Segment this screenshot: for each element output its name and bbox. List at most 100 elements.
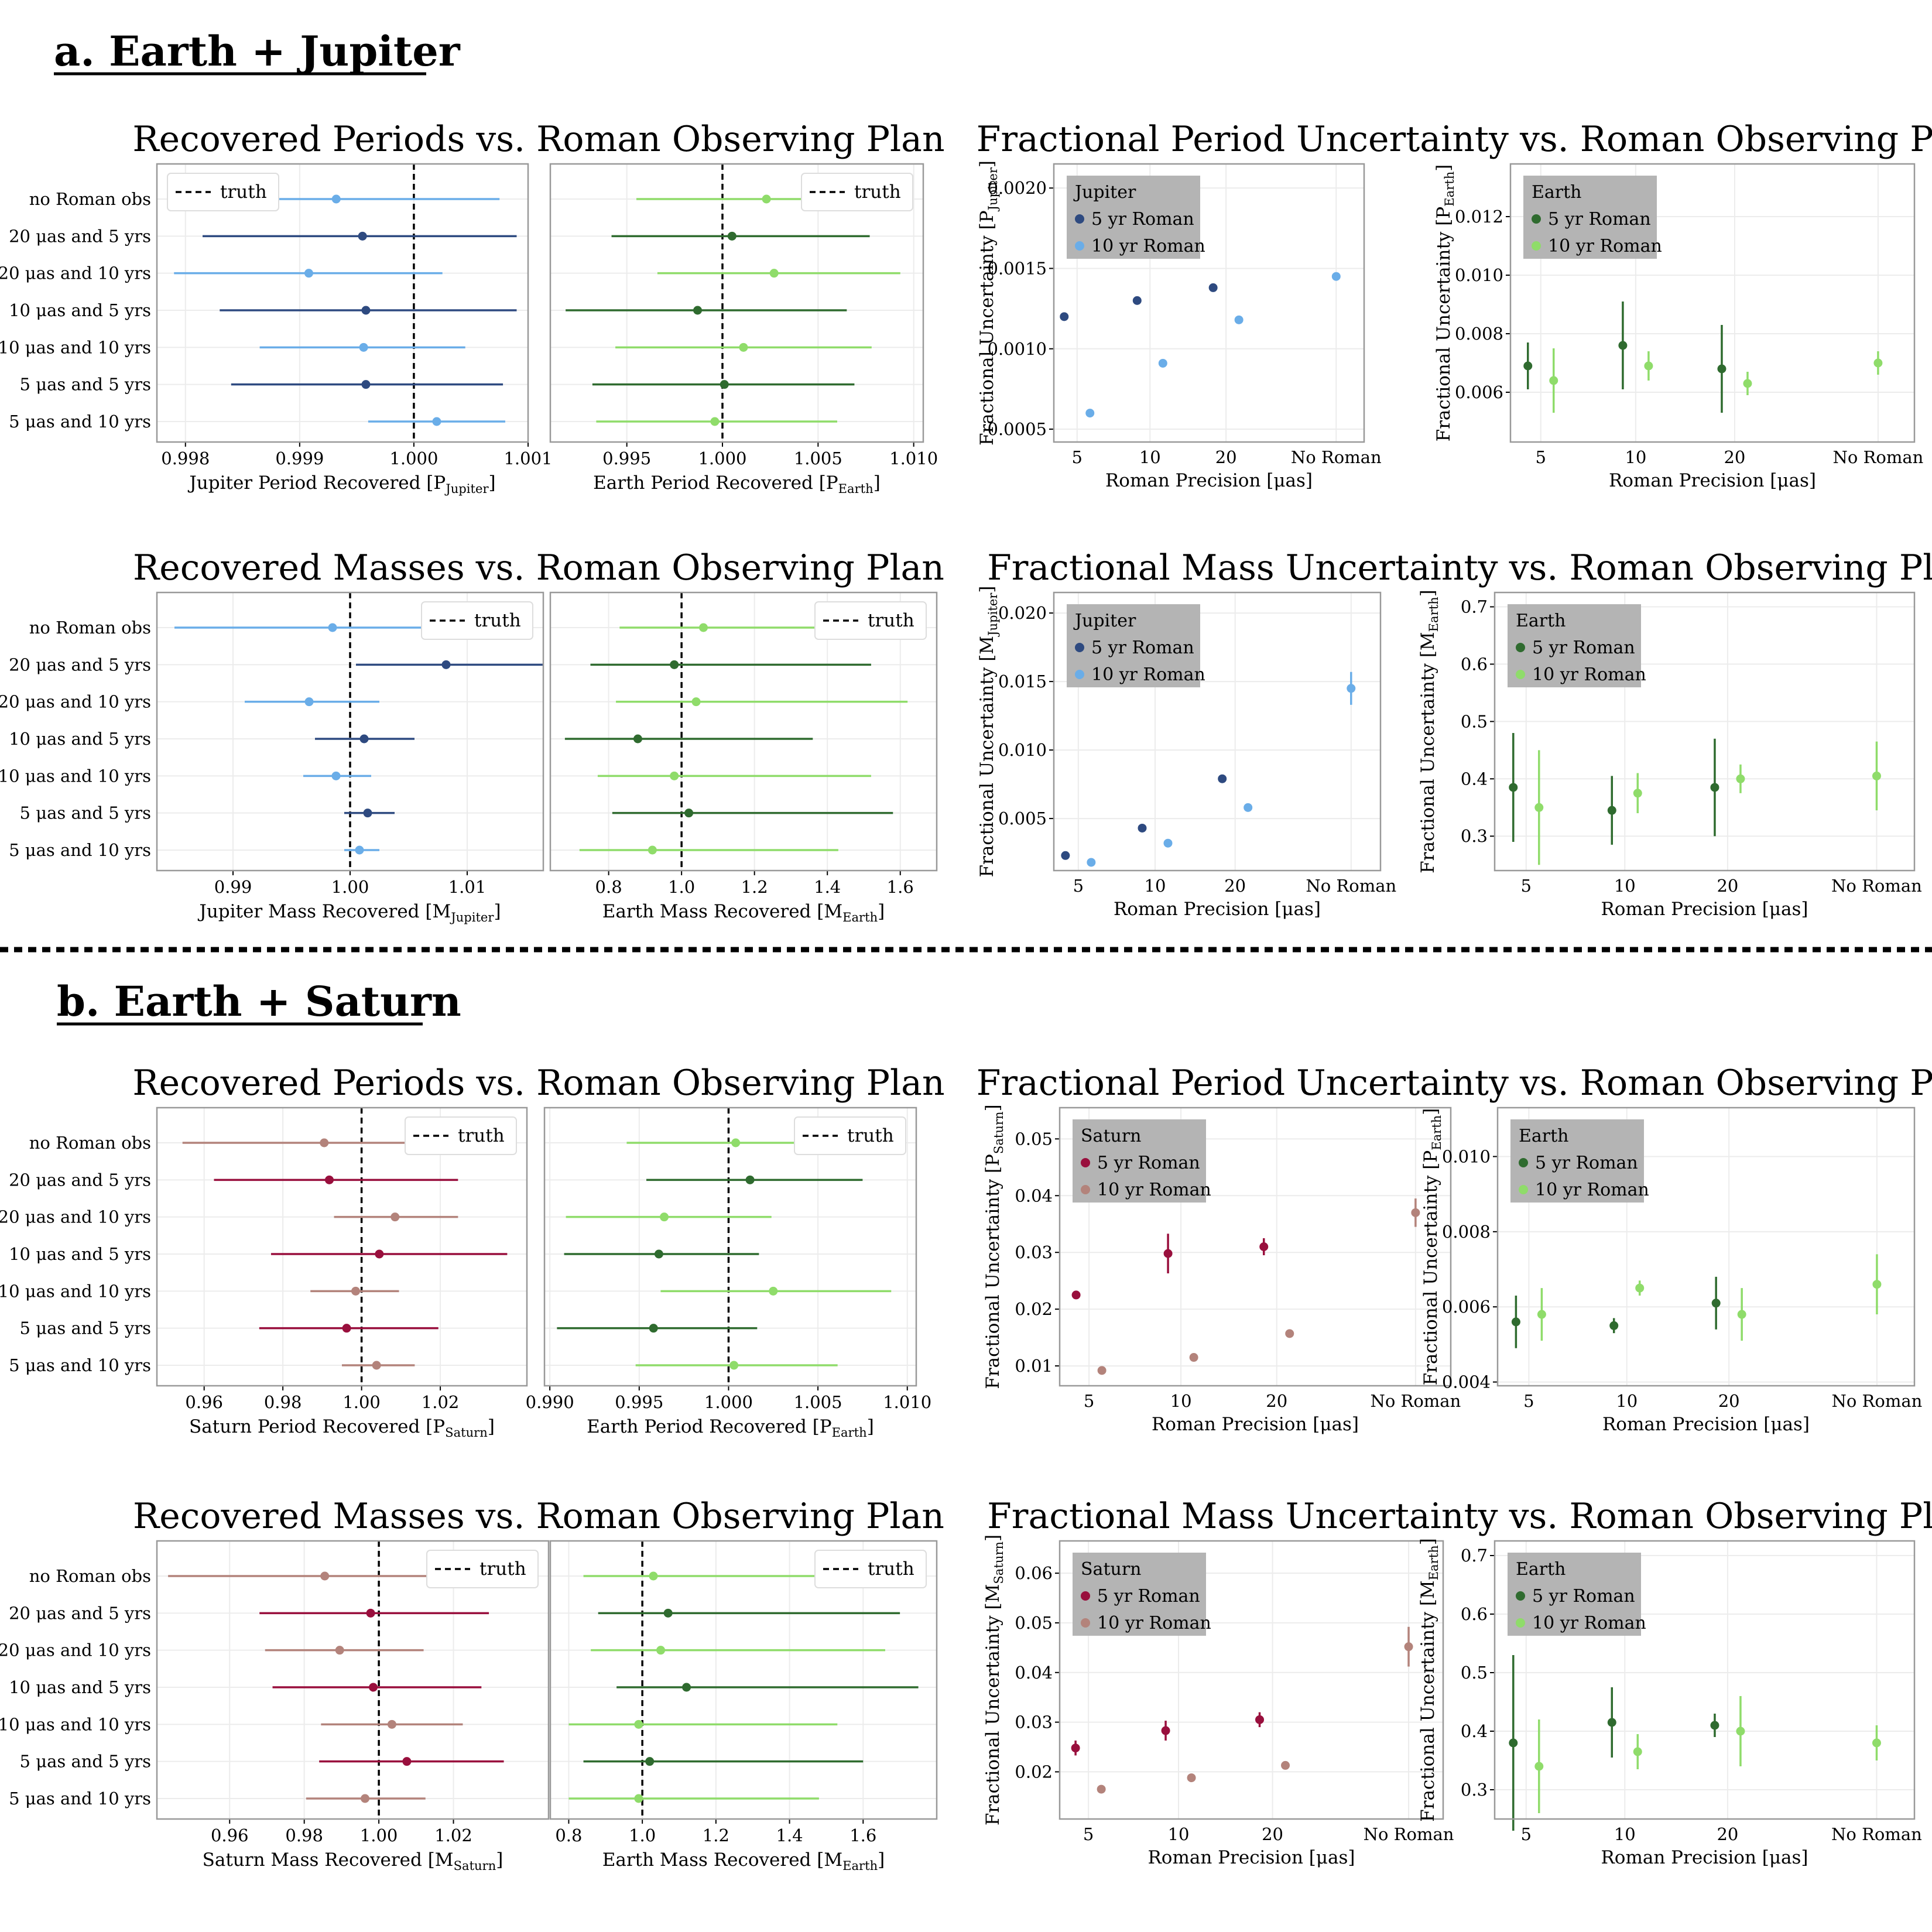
plot-frame (156, 163, 529, 443)
x-tick-label: 1.2 (703, 1825, 729, 1845)
x-tick-label: 10 (1168, 1824, 1190, 1844)
legend-title: Jupiter (1073, 611, 1136, 631)
legend-swatch (1075, 670, 1084, 679)
legend-label: truth (220, 181, 267, 203)
x-tick-label: 10 (1616, 1391, 1638, 1411)
y-tick-label: 0.01 (1015, 1356, 1053, 1376)
legend-swatch (1081, 1591, 1090, 1601)
data-point (691, 697, 701, 707)
recovered-panel: 0.995 1.000 1.005 1.010 truth Earth Period Re… (549, 163, 938, 496)
data-point (649, 1571, 658, 1581)
x-tick-label: 1.4 (814, 877, 841, 897)
chart-title: Fractional Mass Uncertainty vs. Roman Ob… (987, 547, 1932, 588)
x-tick-label: No Roman (1306, 876, 1396, 896)
data-point (739, 342, 748, 352)
data-point (1633, 1747, 1642, 1756)
data-point (390, 1212, 400, 1222)
y-tick-label: no Roman obs (29, 1566, 151, 1586)
data-point (693, 306, 703, 315)
y-tick-label: 0.012 (1455, 207, 1503, 227)
x-tick-label: 1.02 (422, 1392, 460, 1412)
uncertainty-panel: 0.004 0.006 0.008 0.010 5 10 20 No Roman Earth 5 … (1420, 1107, 1922, 1435)
x-tick-label: 20 (1224, 876, 1246, 896)
y-tick-label: 20 μas and 5 yrs (9, 655, 151, 674)
x-tick-label: No Roman (1370, 1391, 1461, 1411)
plot-frame (1053, 163, 1365, 443)
x-tick-label: 1.0 (668, 877, 695, 897)
section-earth-jupiter: a. Earth + Jupiter (54, 27, 461, 76)
y-tick-label: 20 μas and 5 yrs (9, 1603, 151, 1623)
recovered-panel: no Roman obs 20 μas and 5 yrs 20 μas and 1… (0, 163, 553, 496)
legend-label: 5 yr Roman (1097, 1153, 1200, 1173)
data-point (1633, 789, 1642, 798)
y-tick-label: 0.006 (1455, 382, 1503, 402)
y-tick-label: 5 μas and 10 yrs (9, 1355, 151, 1375)
legend-title: Jupiter (1073, 182, 1136, 203)
x-tick-label: 20 (1718, 1391, 1740, 1411)
data-point (1259, 1242, 1269, 1251)
data-point (359, 734, 369, 744)
plot-frame (156, 591, 544, 872)
data-point (328, 623, 337, 632)
y-tick-label: 0.004 (1442, 1372, 1491, 1392)
data-point (335, 1646, 344, 1655)
x-tick-label: 10 (1145, 876, 1166, 896)
y-axis-label: Fractional Uncertainty [PSaturn] (982, 1104, 1006, 1389)
legend-label: 10 yr Roman (1091, 236, 1205, 256)
y-tick-label: 0.05 (1015, 1613, 1053, 1633)
y-tick-label: 20 μas and 10 yrs (0, 692, 151, 712)
x-tick-label: 0.8 (555, 1825, 582, 1845)
x-tick-label: 1.00 (360, 1825, 398, 1845)
data-point (645, 1757, 655, 1766)
y-tick-label: 0.03 (1015, 1712, 1053, 1732)
x-tick-label: 1.00 (331, 877, 369, 897)
legend-box (1508, 604, 1641, 687)
legend-swatch (1516, 1618, 1525, 1628)
data-point (1281, 1760, 1290, 1770)
legend-box (1067, 604, 1200, 687)
legend-swatch (1081, 1158, 1090, 1167)
recovered-panel: 0.990 0.995 1.000 1.005 1.010 truth Earth Peri… (526, 1107, 931, 1440)
chart-title: Fractional Period Uncertainty vs. Roman … (977, 1063, 1932, 1104)
x-tick-label: 5 (1083, 1824, 1094, 1844)
y-tick-label: 0.015 (998, 672, 1047, 691)
data-point (372, 1361, 381, 1370)
legend-swatch (1081, 1185, 1090, 1194)
data-point (1743, 379, 1752, 388)
legend-swatch (1075, 643, 1084, 652)
data-point (710, 417, 720, 426)
y-tick-label: 20 μas and 5 yrs (9, 1170, 151, 1190)
x-tick-label: 0.999 (275, 448, 324, 468)
chart-row: Recovered Masses vs. Roman Observing Pla… (0, 547, 1932, 924)
data-point (1132, 296, 1142, 305)
legend-label: truth (868, 610, 914, 631)
x-tick-label: 0.96 (211, 1825, 249, 1845)
legend-label: 10 yr Roman (1535, 1180, 1649, 1200)
data-point (769, 1286, 778, 1296)
data-point (320, 1571, 330, 1581)
chart-title: Fractional Mass Uncertainty vs. Roman Ob… (987, 1496, 1932, 1537)
y-tick-label: 0.06 (1015, 1563, 1053, 1583)
y-tick-label: 0.05 (1015, 1129, 1053, 1149)
x-tick-label: 0.98 (285, 1825, 323, 1845)
x-axis-label: Roman Precision [μas] (1609, 470, 1816, 491)
data-point (1404, 1642, 1413, 1652)
x-tick-label: 20 (1262, 1824, 1283, 1844)
data-point (1255, 1715, 1265, 1724)
legend-swatch (1075, 214, 1084, 224)
section-earth-saturn: b. Earth + Saturn (57, 977, 461, 1026)
legend-box (421, 601, 533, 640)
data-point (762, 194, 771, 204)
data-point (1244, 803, 1253, 812)
data-point (1085, 409, 1095, 418)
y-tick-label: 10 μas and 10 yrs (0, 337, 151, 357)
y-tick-label: 5 μas and 10 yrs (9, 412, 151, 431)
x-axis-label: Roman Precision [μas] (1114, 899, 1321, 920)
chart-title: Fractional Period Uncertainty vs. Roman … (977, 119, 1932, 160)
legend-swatch (1081, 1618, 1090, 1628)
y-tick-label: 0.6 (1461, 1604, 1488, 1624)
y-tick-label: 10 μas and 5 yrs (9, 729, 151, 749)
x-tick-label: 10 (1614, 876, 1636, 896)
y-tick-label: 0.4 (1461, 1721, 1488, 1741)
uncertainty-panel: 0.3 0.4 0.5 0.6 0.7 5 10 20 No Roman Earth 5 yr Ro… (1417, 1538, 1922, 1868)
